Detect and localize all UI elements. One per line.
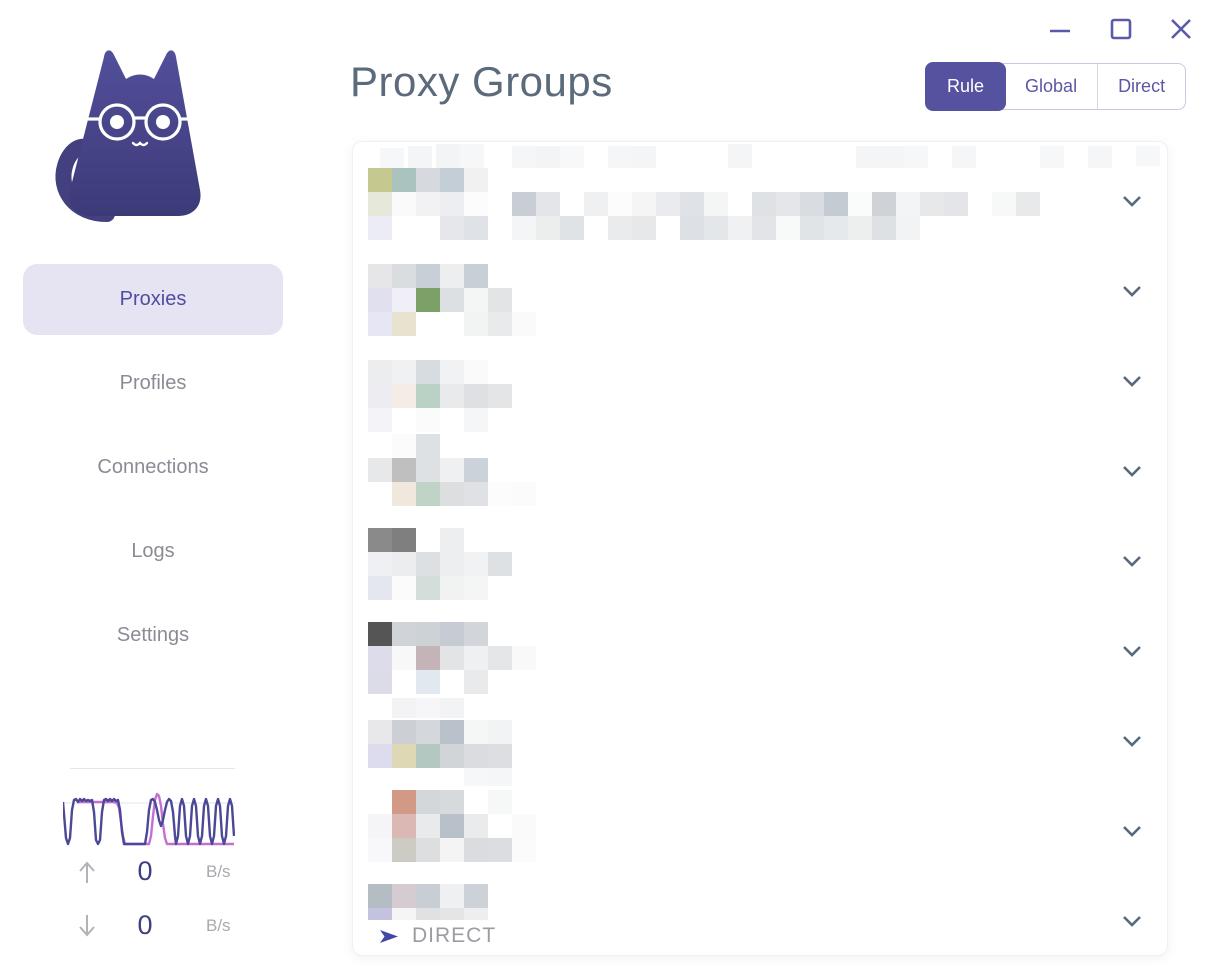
proxy-group-row[interactable] xyxy=(353,156,1166,246)
mode-direct-button[interactable]: Direct xyxy=(1098,64,1185,109)
minimize-icon xyxy=(1050,29,1070,33)
chevron-down-icon[interactable] xyxy=(1119,908,1145,934)
minimize-button[interactable] xyxy=(1046,18,1074,46)
maximize-icon xyxy=(1110,18,1132,40)
traffic-graph xyxy=(63,792,235,846)
mode-rule-button[interactable]: Rule xyxy=(925,62,1007,111)
proxy-group-row[interactable] xyxy=(353,696,1166,786)
chevron-down-icon[interactable] xyxy=(1119,368,1145,394)
chevron-down-icon[interactable] xyxy=(1119,728,1145,754)
maximize-button[interactable] xyxy=(1107,16,1135,44)
mode-global-button[interactable]: Global xyxy=(1005,64,1099,109)
close-icon xyxy=(1171,19,1191,39)
chevron-down-icon[interactable] xyxy=(1119,638,1145,664)
download-speed-unit: B/s xyxy=(206,916,231,935)
selected-proxy-label: DIRECT xyxy=(412,924,497,947)
cat-glasses xyxy=(87,103,193,141)
sidebar-item-proxies[interactable]: Proxies xyxy=(23,264,283,335)
proxy-group-row[interactable] xyxy=(353,516,1166,606)
proxy-group-row[interactable] xyxy=(353,246,1166,336)
sidebar-item-connections[interactable]: Connections xyxy=(97,456,209,478)
sidebar-item-settings[interactable]: Settings xyxy=(116,624,190,646)
page-title: Proxy Groups xyxy=(350,58,613,105)
proxy-group-row[interactable] xyxy=(353,336,1166,426)
selected-proxy[interactable]: DIRECT xyxy=(377,924,496,948)
upload-arrow-icon xyxy=(76,858,98,891)
mode-switch: Rule Global Direct xyxy=(925,62,1187,111)
cat-mouth xyxy=(131,141,149,147)
proxy-group-row[interactable] xyxy=(353,426,1166,516)
chevron-down-icon[interactable] xyxy=(1119,278,1145,304)
traffic-divider xyxy=(70,768,235,769)
chevron-down-icon[interactable] xyxy=(1119,818,1145,844)
upload-speed-value: 0 xyxy=(137,856,153,886)
proxy-group-row[interactable] xyxy=(353,606,1166,696)
clash-cat-logo xyxy=(55,50,201,222)
download-speed-value: 0 xyxy=(137,910,153,940)
cat-right-eye xyxy=(156,115,170,129)
sidebar-item-logs[interactable]: Logs xyxy=(131,540,175,562)
close-button[interactable] xyxy=(1167,16,1195,44)
upload-speed-unit: B/s xyxy=(206,862,231,881)
proxy-group-row[interactable] xyxy=(353,786,1166,876)
download-arrow-icon xyxy=(76,912,98,945)
chevron-down-icon[interactable] xyxy=(1119,188,1145,214)
cat-body xyxy=(69,50,201,216)
chevron-down-icon[interactable] xyxy=(1119,458,1145,484)
chevron-down-icon[interactable] xyxy=(1119,548,1145,574)
proxy-group-row[interactable] xyxy=(353,876,1166,966)
sidebar: Proxies Profiles Connections Logs Settings 0… xyxy=(0,0,305,956)
sidebar-nav: Proxies Profiles Connections Logs Settings xyxy=(23,264,283,684)
direct-arrow-icon xyxy=(380,929,398,943)
traffic-line-primary xyxy=(63,797,235,846)
cat-left-eye xyxy=(110,115,124,129)
sidebar-item-profiles[interactable]: Profiles xyxy=(119,372,187,394)
